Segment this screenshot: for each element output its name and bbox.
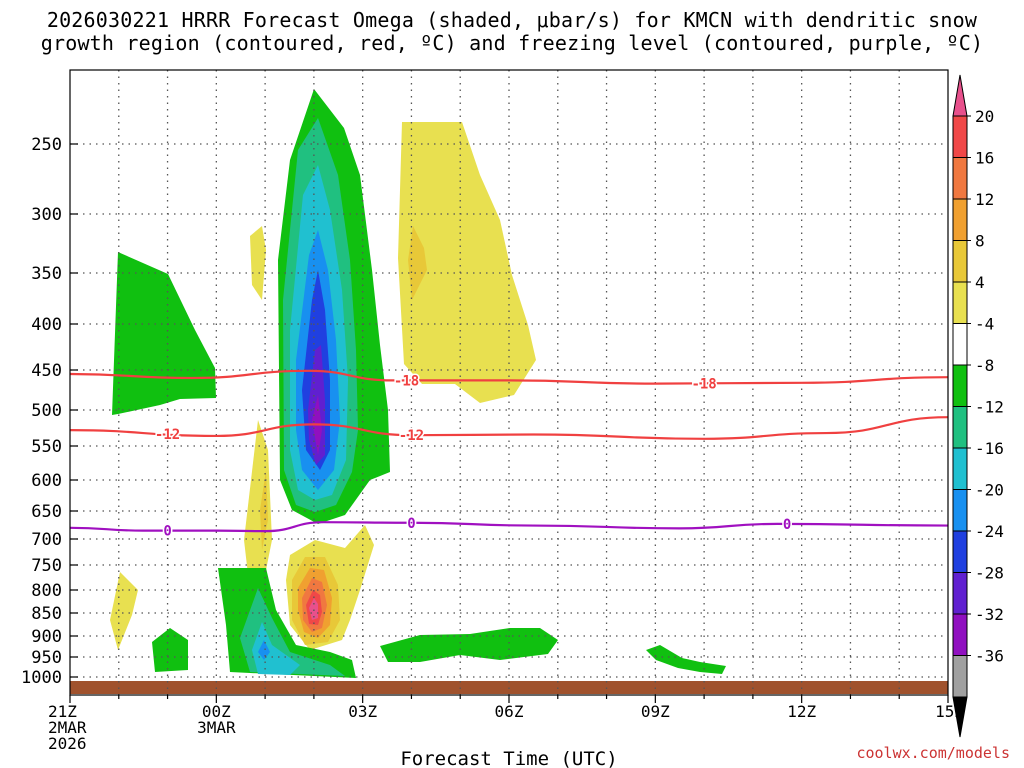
y-tick-label: 350 <box>31 264 62 284</box>
colorbar-label: -8 <box>975 356 994 375</box>
chart-title-line-2: growth region (contoured, red, ºC) and f… <box>40 31 984 55</box>
y-tick-label: 600 <box>31 471 62 491</box>
chart-title-line-1: 2026030221 HRRR Forecast Omega (shaded, … <box>46 8 978 32</box>
colorbar-band <box>952 489 968 532</box>
colorbar-band <box>952 406 968 449</box>
y-tick-label: 400 <box>31 315 62 335</box>
x-tick-label: 09Z <box>641 702 670 721</box>
y-tick-label: 700 <box>31 530 62 550</box>
y-tick-label: 1000 <box>21 668 62 688</box>
colorbar-band <box>952 572 968 615</box>
colorbar-band <box>952 530 968 573</box>
colorbar-band <box>952 655 968 698</box>
y-tick-label: 800 <box>31 581 62 601</box>
contours: -18 -18 -12 -12 0 0 0 <box>69 369 949 541</box>
omega-shading <box>110 89 726 678</box>
omega-cell-downward-col-3 <box>260 470 268 550</box>
omega-cell-downward-small <box>110 572 138 650</box>
colorbar-label: -28 <box>975 564 1004 583</box>
contour-label: -12 <box>399 428 424 444</box>
x-tick-label: 06Z <box>495 702 524 721</box>
omega-cell-downward-col-2 <box>244 420 272 592</box>
y-tick-label: 500 <box>31 401 62 421</box>
plot-frame <box>69 69 949 696</box>
colorbar-label: -36 <box>975 647 1004 666</box>
colorbar-arrow-top <box>952 74 968 117</box>
y-tick-label: 300 <box>31 205 62 225</box>
colorbar-band <box>952 323 968 366</box>
y-tick-label: 900 <box>31 627 62 647</box>
colorbar-label: 16 <box>975 149 994 168</box>
omega-cell-downward-low-6 <box>309 598 318 620</box>
omega-cell-downward-upper <box>398 122 536 403</box>
x-tick-label: 2026 <box>48 734 87 753</box>
colorbar-label: 20 <box>975 107 994 126</box>
colorbar-label: -16 <box>975 439 1004 458</box>
contour-dgz-bottom <box>69 416 949 440</box>
contour-label: 0 <box>163 524 171 540</box>
omega-cell-upward-sw <box>152 628 188 672</box>
x-tick-label: 12Z <box>787 702 816 721</box>
colorbar-label: 8 <box>975 232 985 251</box>
colorbar-label: 12 <box>975 190 994 209</box>
colorbar-arrow-bottom <box>952 696 968 738</box>
colorbar-label: -20 <box>975 481 1004 500</box>
omega-cell-upward-near-sfc <box>380 628 558 662</box>
colorbar-label: -32 <box>975 605 1004 624</box>
x-tick-label: 2MAR <box>48 718 87 737</box>
omega-cell-downward-upper-core <box>408 226 427 300</box>
credit-url[interactable]: coolwx.com/models <box>856 744 1010 762</box>
colorbar-band <box>952 240 968 283</box>
contour-label: -18 <box>394 373 419 389</box>
colorbar-label: -4 <box>975 315 994 334</box>
y-tick-label: 750 <box>31 556 62 576</box>
y-tick-label: 250 <box>31 135 62 155</box>
y-tick-label: 550 <box>31 437 62 457</box>
colorbar-band <box>952 447 968 490</box>
x-tick-label: 00Z <box>202 702 231 721</box>
y-tick-label: 950 <box>31 648 62 668</box>
contour-label: 0 <box>407 516 415 532</box>
x-tick-label: 21Z <box>48 702 77 721</box>
colorbar-band <box>952 115 968 158</box>
y-tick-label: 650 <box>31 502 62 522</box>
contour-label: -18 <box>691 376 716 392</box>
colorbar-label: 4 <box>975 273 985 292</box>
colorbar-label: -12 <box>975 398 1004 417</box>
colorbar-band <box>952 613 968 656</box>
x-tick-label: 3MAR <box>197 718 236 737</box>
contour-dgz-top <box>69 369 949 385</box>
contour-label: 0 <box>783 517 791 533</box>
y-tick-label: 450 <box>31 361 62 381</box>
omega-cell-upward-west <box>112 252 216 415</box>
omega-cell-upward-low-4 <box>258 640 270 660</box>
omega-cell-upward-low-3 <box>252 622 300 675</box>
x-tick-label: 03Z <box>348 702 377 721</box>
omega-cell-downward-col <box>250 226 266 300</box>
colorbar-band <box>952 364 968 407</box>
contour-freezing-level <box>69 521 949 533</box>
y-tick-label: 850 <box>31 604 62 624</box>
colorbar: 20 16 12 8 4 -4 -8 -12 -16 -20 -24 -28 -32 -36 <box>952 74 1004 738</box>
colorbar-band <box>952 281 968 324</box>
omega-cell-upward-east <box>646 645 726 674</box>
colorbar-band <box>952 198 968 241</box>
colorbar-band <box>952 157 968 200</box>
x-axis-title: Forecast Time (UTC) <box>400 748 617 768</box>
contour-label: -12 <box>155 427 180 443</box>
colorbar-label: -24 <box>975 522 1004 541</box>
y-axis: 250 300 350 400 450 500 550 600 650 700 750 800 850 9… <box>21 135 78 688</box>
